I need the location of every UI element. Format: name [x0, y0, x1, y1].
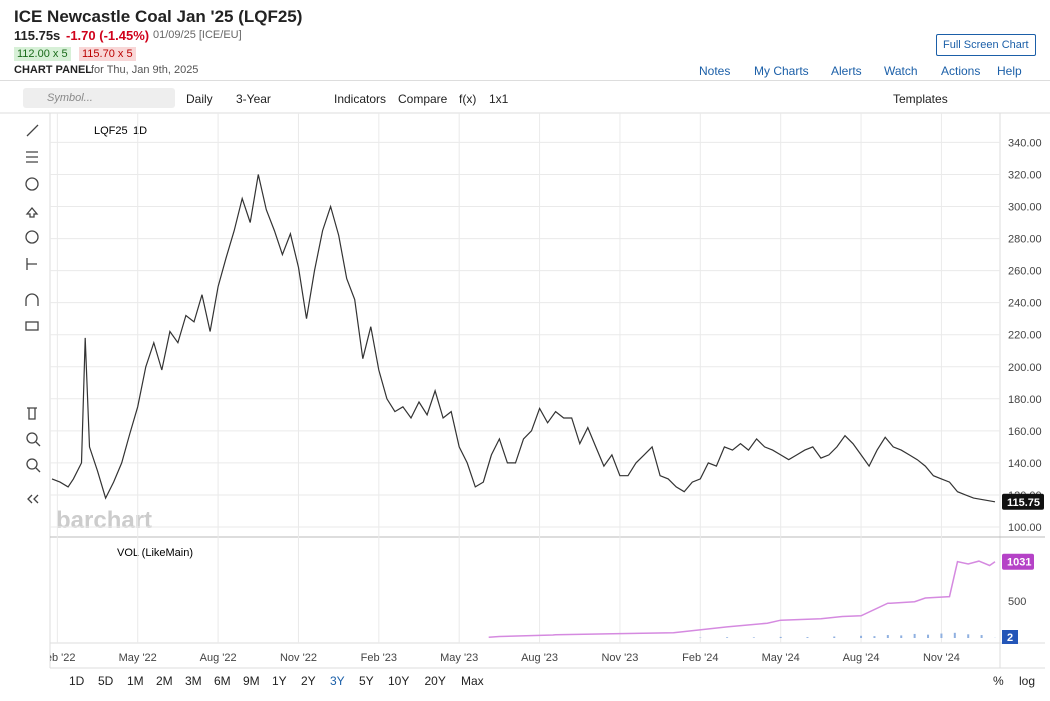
- toolbar-item[interactable]: 3-Year: [236, 92, 271, 106]
- volume-bar: [806, 637, 809, 638]
- x-tick-label: May '24: [762, 652, 800, 664]
- volume-bar: [726, 637, 729, 638]
- range-button[interactable]: 3M: [185, 674, 202, 688]
- volume-bar: [886, 635, 889, 638]
- x-tick-label: Feb '23: [361, 652, 397, 664]
- volume-tag: [1002, 553, 1034, 570]
- range-button[interactable]: 1D: [69, 674, 85, 688]
- plot: Feb '22 May '22 Aug '22 Nov '22 Feb '23 May '…: [39, 113, 960, 664]
- volume-line: [488, 560, 996, 639]
- nav-link[interactable]: Notes: [699, 64, 731, 78]
- range-button[interactable]: Max: [461, 674, 484, 688]
- scale-option[interactable]: %: [993, 674, 1004, 688]
- volume-bar: [900, 635, 903, 638]
- range-button[interactable]: 6M: [214, 674, 231, 688]
- y-tick-label: 280.00: [1008, 234, 1042, 246]
- scale-option[interactable]: log: [1019, 674, 1036, 688]
- panel-date: for Thu, Jan 9th, 2025: [91, 64, 199, 76]
- volume-bar: [927, 634, 930, 638]
- y-tick-label: 300.00: [1008, 202, 1042, 214]
- legend: VOL (LikeMain): [117, 547, 193, 559]
- volume-bar: [913, 633, 916, 638]
- volume-label: 1031: [1007, 557, 1031, 569]
- x-tick-label: Nov '22: [280, 652, 317, 664]
- volume-bar: [967, 634, 970, 638]
- x-tick-label: Aug '23: [521, 652, 558, 664]
- x-tick-label: Nov '23: [601, 652, 638, 664]
- range-button[interactable]: 2Y: [301, 674, 316, 688]
- y-tick-label: 500: [1008, 596, 1026, 608]
- toolbar-item[interactable]: Templates: [893, 92, 948, 106]
- legend: LQF25: [94, 125, 128, 137]
- bid: 112.00 x 5: [14, 47, 71, 61]
- range-button[interactable]: 2M: [156, 674, 173, 688]
- range-button[interactable]: 5Y: [359, 674, 374, 688]
- volume-bar: [752, 637, 755, 638]
- title: ICE Newcastle Coal Jan '25 (LQF25): [14, 7, 303, 26]
- volume-bar: [779, 636, 782, 638]
- timestamp: 01/09/25 [ICE/EU]: [153, 29, 242, 41]
- legend-interval: 1D: [133, 125, 147, 137]
- fullscreen-button[interactable]: Full Screen Chart: [936, 34, 1036, 56]
- nav-link[interactable]: Watch: [884, 64, 918, 78]
- last-price: 115.75s: [14, 28, 61, 43]
- range-button[interactable]: 20Y: [424, 674, 446, 688]
- range-button[interactable]: 9M: [243, 674, 260, 688]
- drawing-tools[interactable]: [25, 124, 41, 504]
- y-tick-label: 200.00: [1008, 362, 1042, 374]
- x-tick-label: May '23: [440, 652, 478, 664]
- range-button[interactable]: 1Y: [272, 674, 287, 688]
- ask: 115.70 x 5: [79, 47, 136, 61]
- x-tick-label: May '22: [119, 652, 157, 664]
- volume-bar: [833, 636, 836, 638]
- watermark: barchart: [56, 507, 152, 534]
- nav-link[interactable]: Alerts: [831, 64, 862, 78]
- price-change: -1.70 (-1.45%): [66, 28, 150, 43]
- volume-bar: [940, 633, 943, 638]
- y-tick-label: 260.00: [1008, 266, 1042, 278]
- range-button[interactable]: 3Y: [330, 674, 345, 688]
- toolbar-item[interactable]: Compare: [398, 92, 448, 106]
- volume-bar: [860, 635, 863, 638]
- volume-tag: [1002, 630, 1018, 644]
- symbol-search[interactable]: Symbol...: [23, 88, 175, 108]
- divider: [0, 80, 1050, 81]
- x-tick-label: Feb '24: [682, 652, 718, 664]
- nav-link[interactable]: Help: [997, 64, 1022, 78]
- x-tick-label: Feb '22: [39, 652, 75, 664]
- range-button[interactable]: 10Y: [388, 674, 410, 688]
- y-tick-label: 160.00: [1008, 426, 1042, 438]
- last-price-label: 115.75: [1007, 497, 1040, 509]
- toolbar-item[interactable]: f(x): [459, 92, 477, 106]
- y-tick-label: 220.00: [1008, 330, 1042, 342]
- x-tick-label: Aug '24: [843, 652, 880, 664]
- y-tick-label: 180.00: [1008, 394, 1042, 406]
- toolbar-item[interactable]: Daily: [186, 92, 213, 106]
- nav-link[interactable]: My Charts: [754, 64, 809, 78]
- y-tick-label: 240.00: [1008, 298, 1042, 310]
- panel-label: CHART PANEL: [14, 64, 93, 76]
- volume-bar: [873, 636, 876, 638]
- y-tick-label: 340.00: [1008, 137, 1042, 149]
- last-price-tag: [1002, 493, 1044, 510]
- y-tick-label: 100.00: [1008, 522, 1042, 534]
- range-button[interactable]: 5D: [98, 674, 114, 688]
- toolbar-item[interactable]: 1x1: [489, 92, 509, 106]
- price-line: [51, 174, 996, 503]
- volume-label: 2: [1007, 632, 1013, 644]
- range-button[interactable]: 1M: [127, 674, 144, 688]
- volume-bar: [980, 635, 983, 638]
- y-tick-label: 320.00: [1008, 169, 1042, 181]
- y-tick-label: 140.00: [1008, 458, 1042, 470]
- toolbar-item[interactable]: Indicators: [334, 92, 387, 106]
- nav-link[interactable]: Actions: [941, 64, 981, 78]
- x-tick-label: Nov '24: [923, 652, 960, 664]
- x-tick-label: Aug '22: [200, 652, 237, 664]
- volume-bar: [953, 632, 956, 638]
